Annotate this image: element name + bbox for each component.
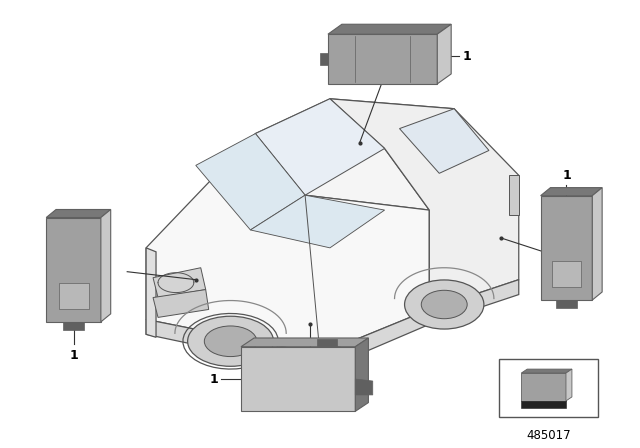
Polygon shape: [146, 134, 429, 354]
Polygon shape: [355, 379, 372, 395]
Ellipse shape: [204, 326, 257, 357]
Polygon shape: [328, 24, 451, 34]
Text: 1: 1: [69, 349, 78, 362]
Polygon shape: [521, 373, 566, 401]
Polygon shape: [196, 134, 305, 230]
Bar: [499, 359, 598, 417]
Ellipse shape: [421, 290, 467, 319]
Polygon shape: [566, 369, 572, 401]
Polygon shape: [146, 280, 519, 371]
Polygon shape: [146, 248, 156, 337]
Polygon shape: [541, 188, 602, 196]
Polygon shape: [521, 369, 572, 373]
Text: 485017: 485017: [526, 429, 571, 442]
Polygon shape: [330, 99, 519, 310]
Polygon shape: [552, 261, 580, 287]
Polygon shape: [58, 283, 88, 309]
Text: 1: 1: [462, 50, 471, 63]
Polygon shape: [541, 196, 592, 300]
Polygon shape: [509, 175, 519, 215]
Polygon shape: [46, 218, 101, 322]
Polygon shape: [255, 99, 385, 195]
Text: 1: 1: [210, 373, 219, 386]
Polygon shape: [153, 268, 205, 297]
Polygon shape: [250, 195, 385, 248]
Polygon shape: [556, 300, 577, 308]
Polygon shape: [592, 188, 602, 300]
Bar: [521, 401, 566, 408]
Polygon shape: [241, 347, 355, 411]
Polygon shape: [46, 210, 111, 218]
Polygon shape: [399, 109, 489, 173]
Polygon shape: [63, 322, 84, 330]
Polygon shape: [153, 289, 209, 318]
Polygon shape: [328, 34, 437, 84]
Polygon shape: [101, 210, 111, 322]
Polygon shape: [355, 338, 369, 411]
Polygon shape: [241, 338, 369, 347]
Polygon shape: [255, 99, 454, 148]
Ellipse shape: [404, 280, 484, 329]
Text: 1: 1: [562, 169, 571, 182]
Polygon shape: [437, 24, 451, 84]
Polygon shape: [317, 339, 337, 347]
Ellipse shape: [188, 316, 273, 366]
Polygon shape: [320, 53, 328, 65]
Polygon shape: [255, 134, 429, 210]
